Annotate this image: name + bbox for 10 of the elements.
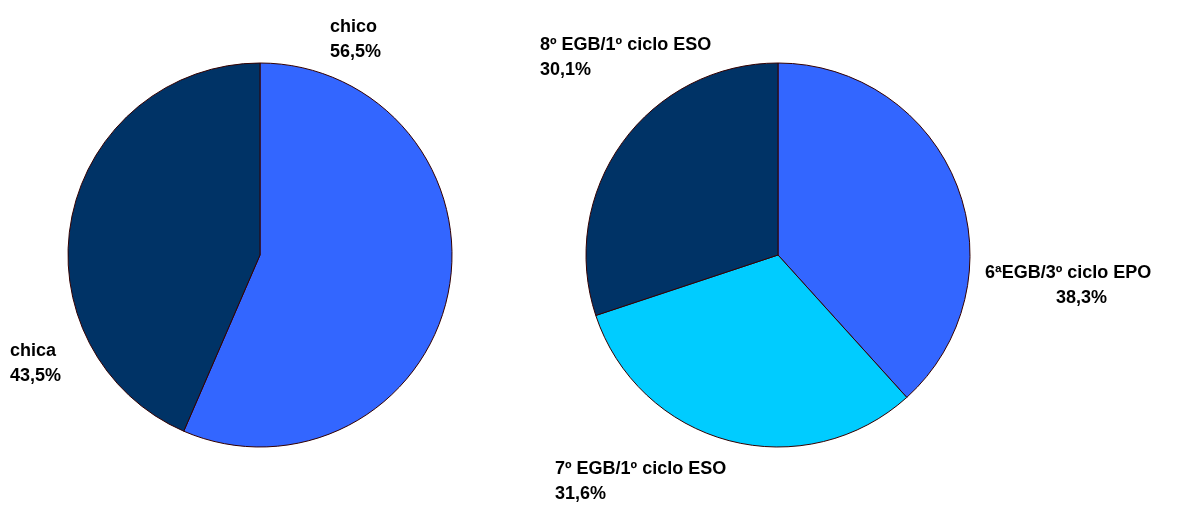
- data-label: 43,5%: [10, 365, 62, 385]
- data-label: 30,1%: [540, 59, 592, 79]
- slice-label: 7º EGB/1º ciclo ESO: [555, 458, 727, 478]
- slice-label: 6ªEGB/3º ciclo EPO: [985, 262, 1152, 282]
- slice-label: chica: [10, 340, 58, 360]
- data-label: 38,3%: [1056, 287, 1108, 307]
- slice-label: 8º EGB/1º ciclo ESO: [540, 34, 712, 54]
- data-label: 56,5%: [330, 41, 382, 61]
- slice-label: chico: [330, 16, 378, 36]
- data-label: 31,6%: [555, 483, 607, 503]
